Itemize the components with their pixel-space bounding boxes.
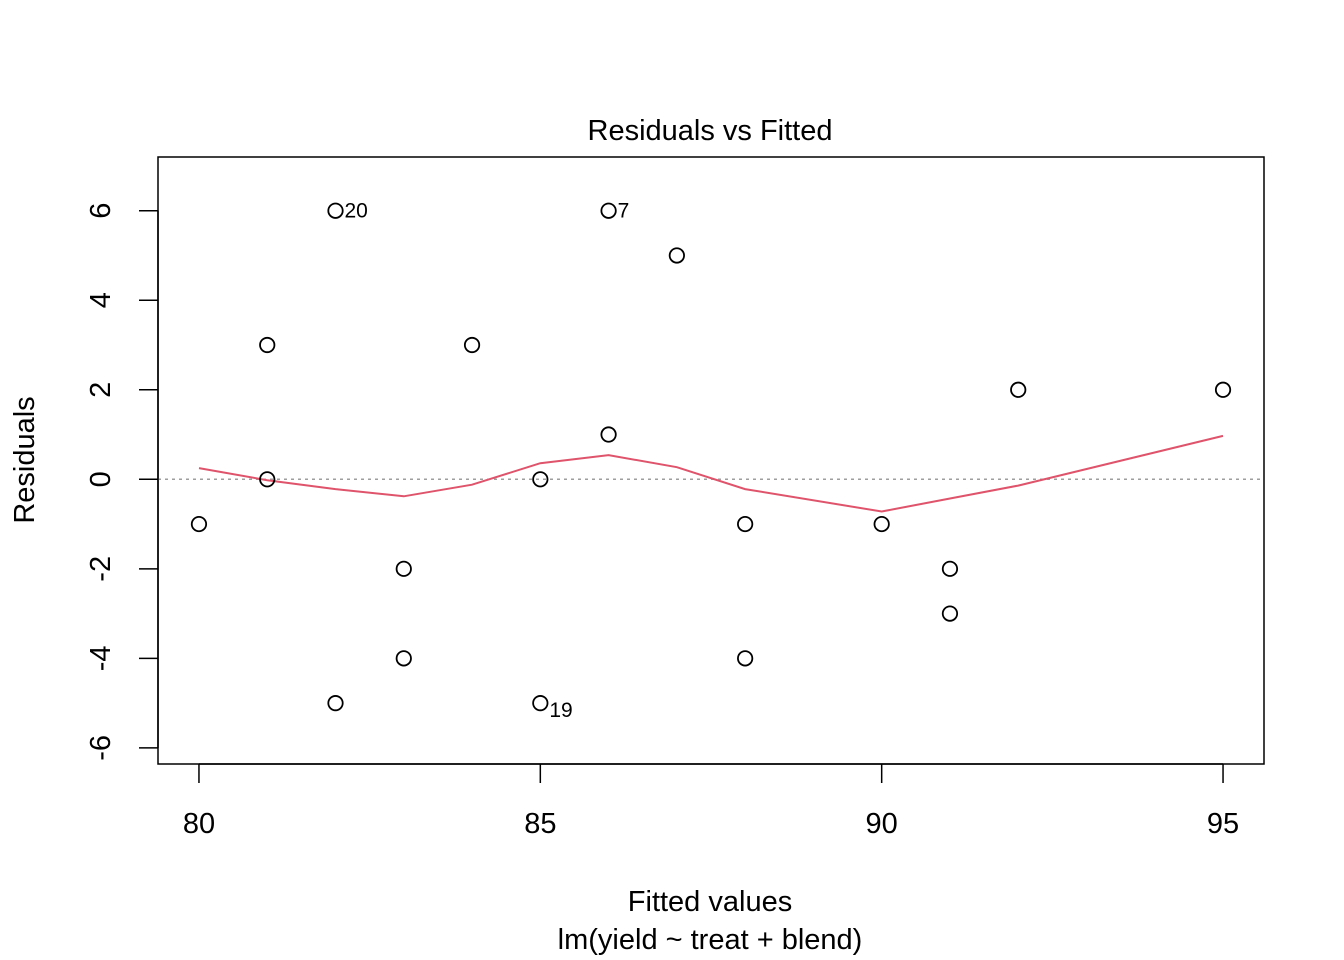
y-axis-label: Residuals [9, 396, 41, 523]
data-point [600, 202, 617, 219]
data-point [532, 695, 549, 712]
point-label: 7 [618, 200, 630, 223]
x-axis-label: Fitted values [628, 886, 792, 918]
y-tick-label: 2 [85, 382, 117, 398]
data-point [259, 471, 276, 488]
data-point [190, 515, 208, 533]
x-tick-label: 80 [183, 808, 215, 840]
smooth-line-layer [198, 434, 1224, 513]
y-tick-label: 0 [85, 471, 117, 487]
data-point [532, 471, 549, 488]
data-point [259, 336, 276, 354]
data-point [668, 247, 685, 264]
data-point [737, 650, 754, 667]
y-axis: -6 -4 -2 0 2 4 6 [85, 203, 159, 761]
data-point [327, 202, 344, 219]
data-point [941, 560, 959, 577]
y-tick-label: 6 [85, 203, 117, 219]
points-layer: 20 19 7 [190, 200, 1232, 722]
chart-title: Residuals vs Fitted [588, 115, 833, 147]
point-label: 19 [549, 699, 572, 722]
data-point [395, 560, 412, 577]
data-point [737, 515, 754, 533]
y-tick-label: -6 [85, 735, 117, 761]
data-point [395, 650, 412, 667]
data-point [1010, 381, 1027, 398]
smooth-line [198, 434, 1224, 513]
data-point [1214, 381, 1232, 398]
y-tick-label: 4 [85, 292, 117, 308]
y-tick-label: -4 [85, 646, 117, 672]
data-point [873, 515, 890, 533]
x-tick-label: 85 [524, 808, 556, 840]
x-tick-label: 90 [866, 808, 898, 840]
data-point [941, 605, 959, 622]
x-tick-label: 95 [1207, 808, 1239, 840]
data-point [600, 426, 617, 443]
x-axis: 80 85 90 95 [183, 763, 1239, 840]
data-point [327, 695, 344, 712]
point-label: 20 [345, 200, 368, 223]
data-point [463, 336, 481, 354]
plot-frame [157, 156, 1265, 765]
y-tick-label: -2 [85, 556, 117, 582]
chart-subtitle: lm(yield ~ treat + blend) [558, 924, 863, 956]
